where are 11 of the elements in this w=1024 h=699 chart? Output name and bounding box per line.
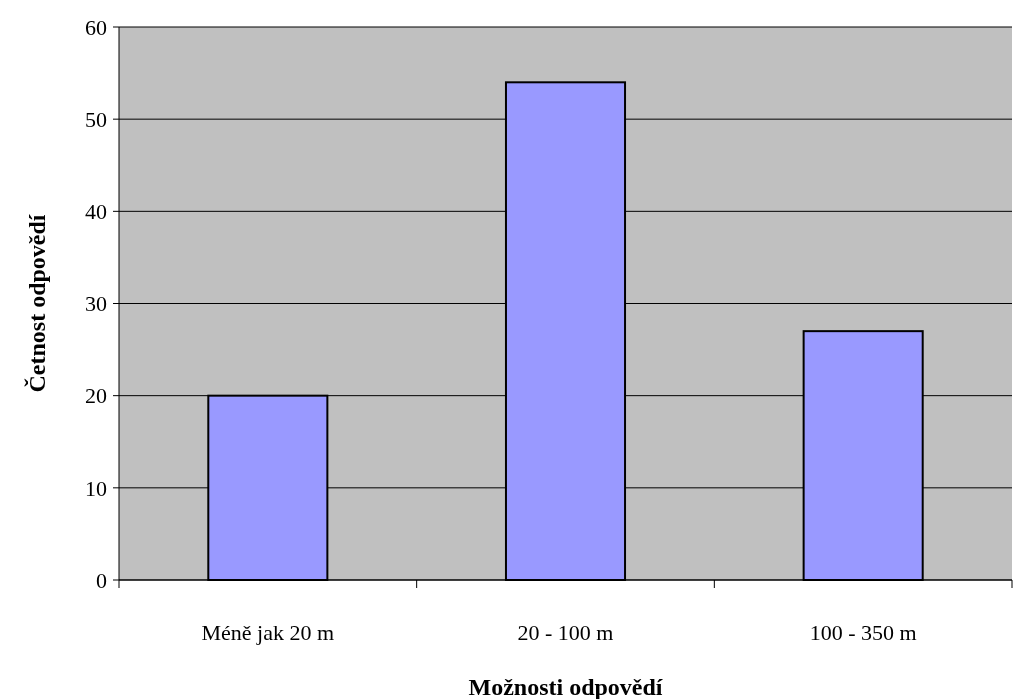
y-tick-label: 0 xyxy=(96,567,107,593)
y-axis-title: Četnost odpovědí xyxy=(24,214,50,393)
y-tick-label: 50 xyxy=(85,106,107,132)
x-tick-label: 20 - 100 m xyxy=(517,620,614,645)
y-tick-label: 40 xyxy=(85,199,107,225)
x-tick-label: 100 - 350 m xyxy=(809,620,917,645)
y-tick-label: 20 xyxy=(85,383,107,409)
y-tick-label: 30 xyxy=(85,291,107,317)
y-tick-label: 10 xyxy=(85,475,107,501)
x-tick-label: Méně jak 20 m xyxy=(201,620,335,645)
y-tick-label: 60 xyxy=(85,14,107,40)
